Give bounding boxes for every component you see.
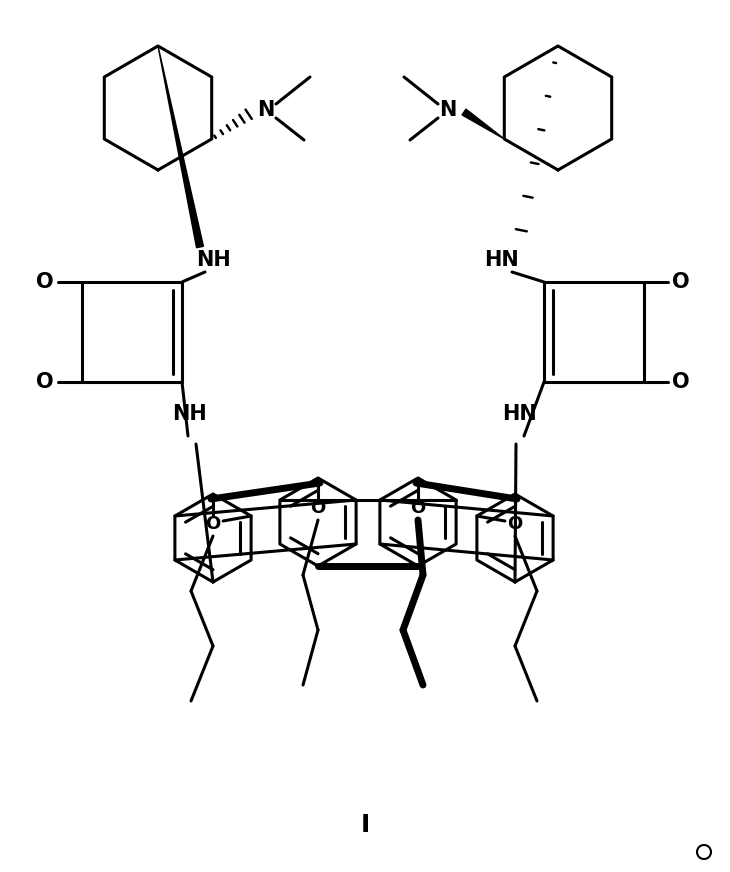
Text: O: O [36, 372, 54, 392]
Text: O: O [672, 272, 690, 292]
Text: HN: HN [485, 250, 519, 270]
Text: N: N [257, 100, 274, 120]
Polygon shape [158, 46, 204, 248]
Text: O: O [507, 515, 523, 533]
Text: O: O [205, 515, 220, 533]
Text: O: O [310, 499, 326, 517]
Text: O: O [410, 499, 426, 517]
Text: NH: NH [172, 404, 207, 424]
Text: NH: NH [196, 250, 231, 270]
Text: HN: HN [503, 404, 537, 424]
Text: O: O [36, 272, 54, 292]
Polygon shape [462, 109, 504, 139]
Text: I: I [361, 813, 369, 837]
Text: N: N [439, 100, 457, 120]
Text: O: O [672, 372, 690, 392]
